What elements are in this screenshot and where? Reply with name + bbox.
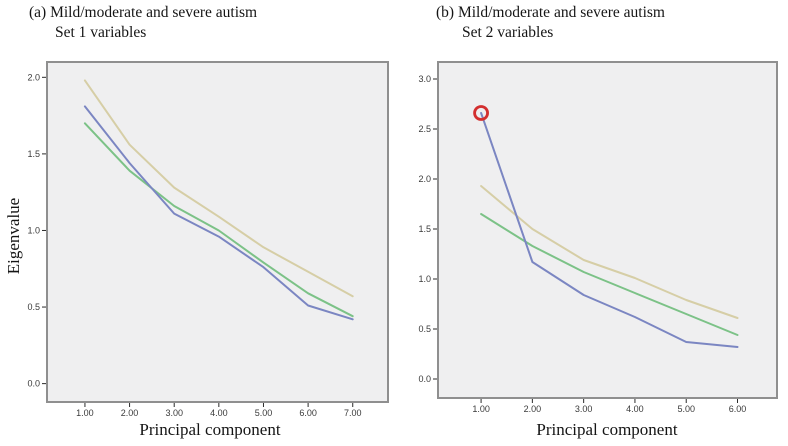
x-tick-label: 2.00 — [121, 408, 139, 418]
panel-b-title-line1: (b) Mild/moderate and severe autism — [436, 4, 665, 21]
x-tick-label: 5.00 — [677, 404, 695, 414]
y-tick-label: 0.0 — [418, 374, 431, 384]
x-tick-label: 1.00 — [76, 408, 94, 418]
y-tick-label: 3.0 — [418, 74, 431, 84]
y-tick-label: 2.5 — [418, 124, 431, 134]
x-tick-label: 2.00 — [524, 404, 542, 414]
y-tick-label: 2.0 — [27, 72, 40, 82]
y-tick-label: 0.5 — [418, 324, 431, 334]
x-tick-label: 4.00 — [210, 408, 228, 418]
panel-a-title-line1: (a) Mild/moderate and severe autism — [29, 4, 258, 21]
green-line — [83, 122, 354, 318]
panel-b-title: (b) Mild/moderate and severe autism Set … — [436, 3, 665, 43]
x-tick-label: 7.00 — [344, 408, 362, 418]
blue-line — [480, 112, 739, 348]
blue-line — [83, 105, 354, 321]
y-tick-label: 1.0 — [418, 274, 431, 284]
y-tick-label: 1.0 — [27, 225, 40, 235]
x-tick-label: 1.00 — [472, 404, 490, 414]
x-tick-label: 5.00 — [255, 408, 273, 418]
plot-area-b — [437, 61, 778, 399]
x-tick-label: 3.00 — [165, 408, 183, 418]
tan-line — [480, 185, 739, 319]
highlight-circle-annotation — [473, 105, 489, 121]
y-tick-label: 0.5 — [27, 302, 40, 312]
plot-area-a — [46, 61, 389, 403]
panel-a-title: (a) Mild/moderate and severe autism Set … — [29, 3, 257, 43]
y-tick-label: 0.0 — [27, 379, 40, 389]
tan-line — [83, 79, 354, 298]
y-tick-label: 1.5 — [27, 149, 40, 159]
y-tick-label: 2.0 — [418, 174, 431, 184]
y-tick-label: 1.5 — [418, 224, 431, 234]
panel-b-title-line2: Set 2 variables — [462, 24, 554, 41]
x-axis-title-a: Principal component — [139, 420, 281, 439]
x-tick-label: 3.00 — [575, 404, 593, 414]
x-tick-label: 4.00 — [626, 404, 644, 414]
y-axis-title: Eigenvalue — [4, 197, 23, 275]
x-axis-title-b: Principal component — [536, 420, 678, 439]
x-tick-label: 6.00 — [299, 408, 317, 418]
x-tick-label: 6.00 — [729, 404, 747, 414]
green-line — [480, 213, 739, 336]
panel-a-title-line2: Set 1 variables — [55, 24, 147, 41]
